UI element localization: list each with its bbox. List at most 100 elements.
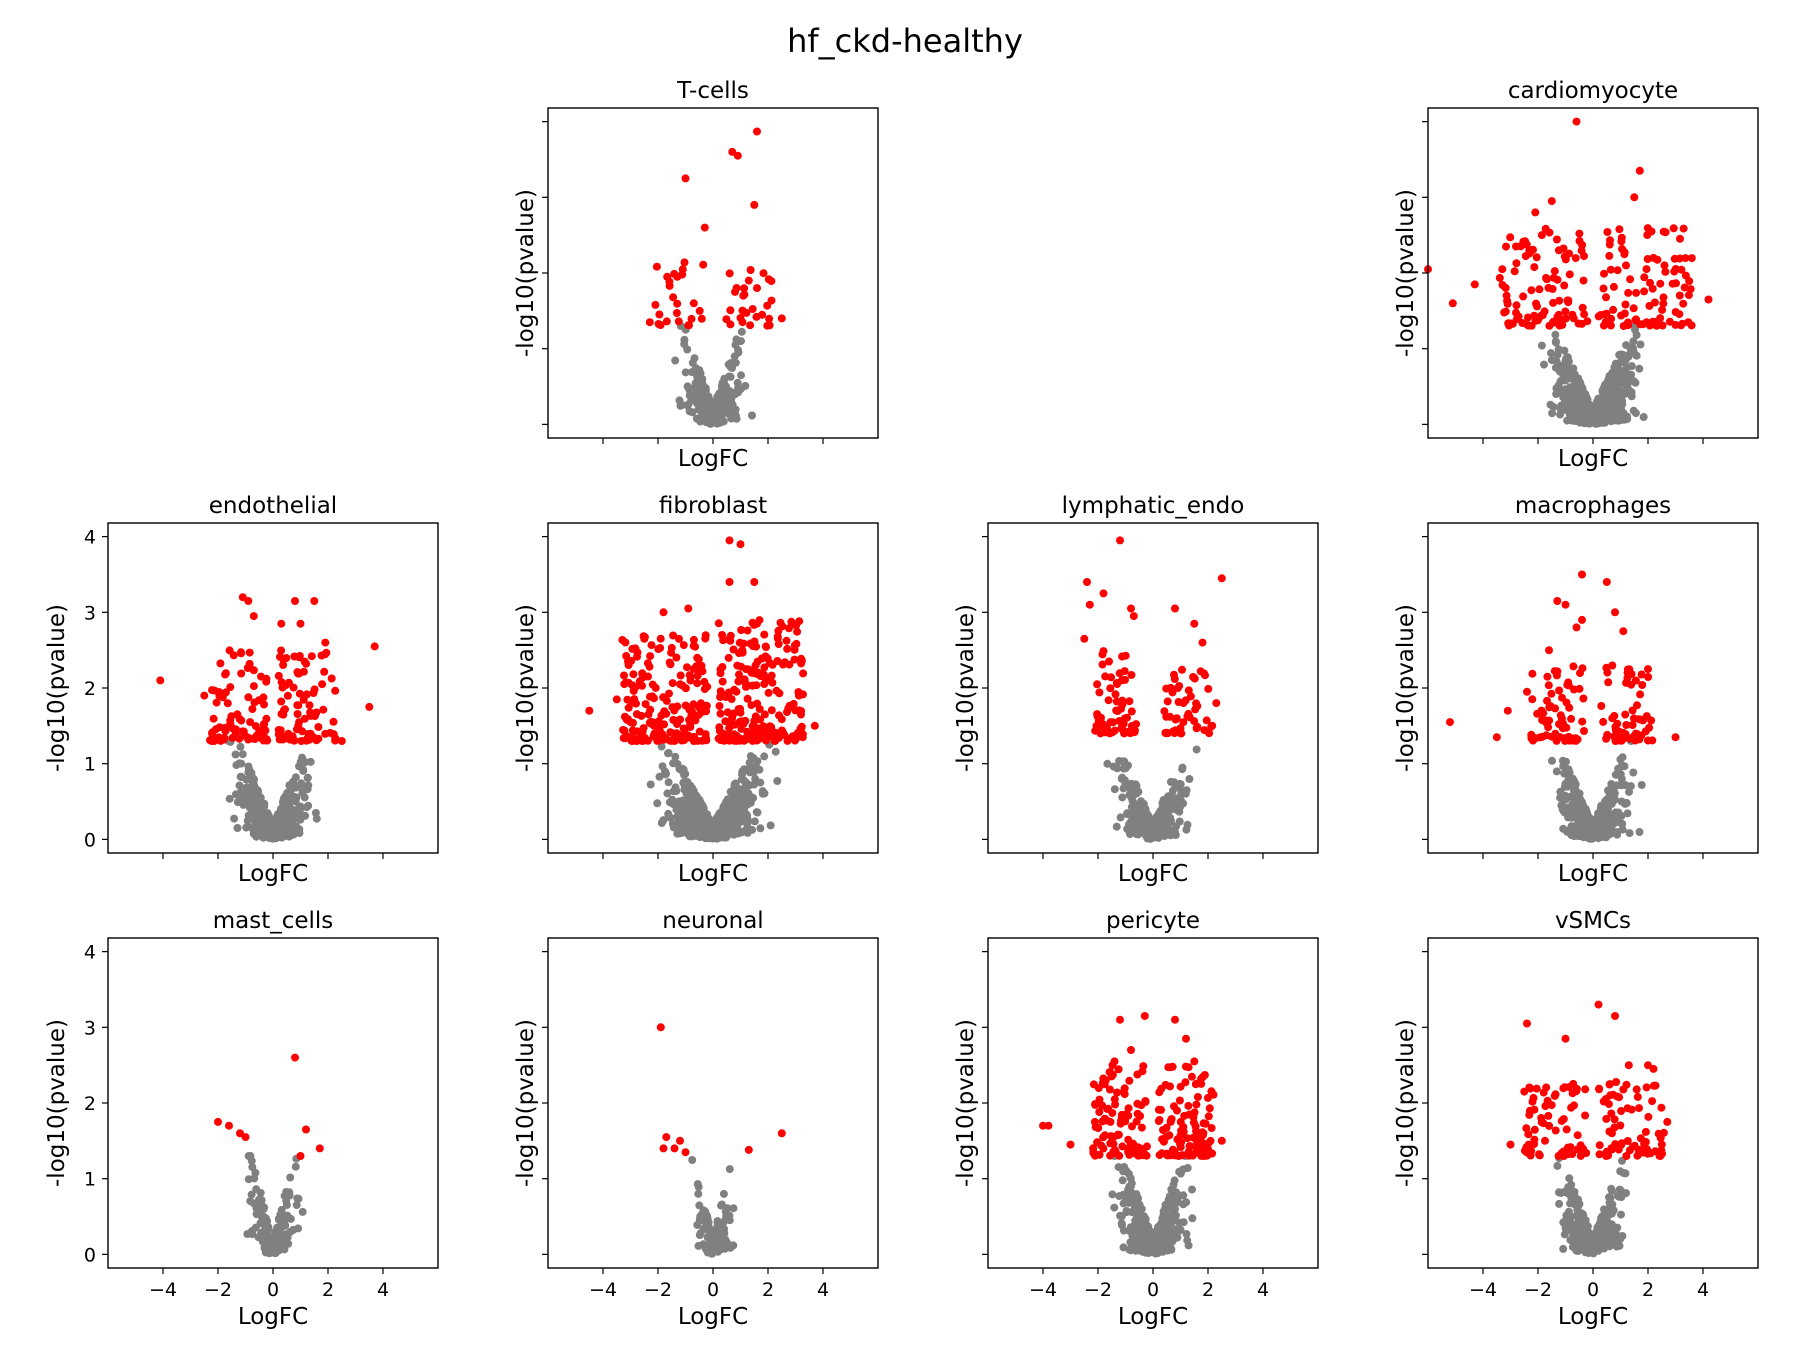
point-significant (718, 631, 727, 639)
point-nonsignificant (741, 381, 750, 390)
axes-frame (107, 522, 439, 854)
point-significant (1676, 234, 1684, 243)
point-nonsignificant (248, 1227, 256, 1235)
point-nonsignificant (1551, 337, 1560, 346)
point-significant (668, 679, 677, 688)
point-significant (1622, 261, 1630, 270)
point-significant (1611, 608, 1619, 617)
point-significant (1545, 646, 1553, 655)
point-significant (721, 693, 730, 701)
point-significant (1510, 267, 1519, 276)
point-nonsignificant (1182, 825, 1191, 834)
y-axis-label: -log10(pvalue) (513, 189, 539, 357)
point-nonsignificant (1607, 787, 1616, 796)
point-nonsignificant (716, 410, 725, 419)
point-significant (1617, 233, 1626, 242)
scatter-points (645, 127, 786, 428)
point-significant (633, 652, 641, 661)
point-nonsignificant (295, 762, 303, 771)
point-significant (282, 654, 291, 662)
y-tick-label: 1 (84, 1169, 96, 1191)
point-significant (1606, 265, 1615, 274)
point-nonsignificant (668, 795, 677, 804)
point-significant (1525, 246, 1534, 255)
point-significant (1579, 694, 1588, 703)
scatter-points (1039, 1012, 1226, 1258)
point-significant (1101, 672, 1110, 681)
point-significant (277, 678, 286, 687)
point-significant (697, 699, 705, 708)
y-axis-label: -log10(pvalue) (1393, 604, 1419, 772)
point-nonsignificant (1124, 1198, 1133, 1207)
point-significant (700, 685, 709, 694)
point-significant (651, 300, 660, 309)
point-nonsignificant (752, 808, 761, 817)
point-nonsignificant (758, 789, 767, 798)
point-significant (620, 726, 629, 735)
point-significant (1624, 288, 1633, 297)
point-nonsignificant (1558, 804, 1567, 813)
point-significant (200, 691, 209, 700)
point-significant (1124, 1135, 1133, 1144)
point-significant (225, 1121, 233, 1130)
point-significant (775, 689, 784, 698)
point-nonsignificant (1615, 1241, 1624, 1250)
point-significant (1448, 299, 1457, 308)
point-nonsignificant (1573, 1240, 1582, 1249)
point-significant (795, 617, 804, 626)
point-significant (1544, 283, 1553, 292)
point-nonsignificant (246, 1197, 255, 1206)
point-nonsignificant (1635, 828, 1644, 836)
point-nonsignificant (1564, 1183, 1573, 1192)
point-nonsignificant (704, 1222, 713, 1231)
point-nonsignificant (253, 1198, 262, 1207)
point-significant (1174, 1152, 1183, 1160)
point-significant (1561, 307, 1570, 316)
point-nonsignificant (1570, 778, 1579, 787)
point-significant (1560, 734, 1569, 743)
point-nonsignificant (233, 798, 242, 807)
point-significant (1569, 314, 1578, 323)
x-tick-label: −2 (1084, 1279, 1112, 1301)
point-significant (1563, 296, 1572, 305)
point-significant (721, 717, 730, 726)
point-significant (294, 701, 303, 710)
point-nonsignificant (1153, 1249, 1162, 1257)
point-nonsignificant (1159, 795, 1168, 804)
point-significant (684, 604, 693, 613)
point-significant (276, 652, 284, 661)
scatter-points (156, 593, 379, 843)
point-significant (743, 694, 752, 703)
point-nonsignificant (1165, 1192, 1174, 1201)
point-nonsignificant (251, 818, 260, 827)
point-significant (1136, 1151, 1145, 1160)
x-tick-label: −2 (204, 1279, 232, 1301)
point-significant (1670, 267, 1679, 276)
point-significant (632, 699, 640, 708)
point-significant (701, 631, 710, 640)
point-significant (722, 315, 731, 324)
x-tick-label: 2 (762, 1279, 774, 1301)
point-significant (652, 262, 661, 271)
point-significant (1547, 689, 1556, 698)
point-significant (295, 689, 304, 698)
point-nonsignificant (1614, 808, 1623, 817)
point-significant (1519, 292, 1528, 301)
point-nonsignificant (713, 401, 722, 410)
point-significant (640, 733, 649, 742)
point-significant (761, 642, 770, 651)
point-nonsignificant (1157, 1221, 1166, 1230)
point-nonsignificant (1593, 400, 1602, 409)
point-nonsignificant (1622, 341, 1631, 350)
point-nonsignificant (1116, 1211, 1125, 1220)
point-significant (209, 714, 218, 723)
point-significant (1127, 707, 1136, 716)
point-nonsignificant (696, 415, 705, 424)
point-significant (315, 1144, 324, 1153)
point-significant (1129, 612, 1138, 621)
point-nonsignificant (1617, 775, 1626, 783)
point-significant (693, 679, 702, 688)
point-nonsignificant (265, 819, 274, 828)
point-significant (738, 306, 747, 315)
point-nonsignificant (225, 794, 234, 803)
